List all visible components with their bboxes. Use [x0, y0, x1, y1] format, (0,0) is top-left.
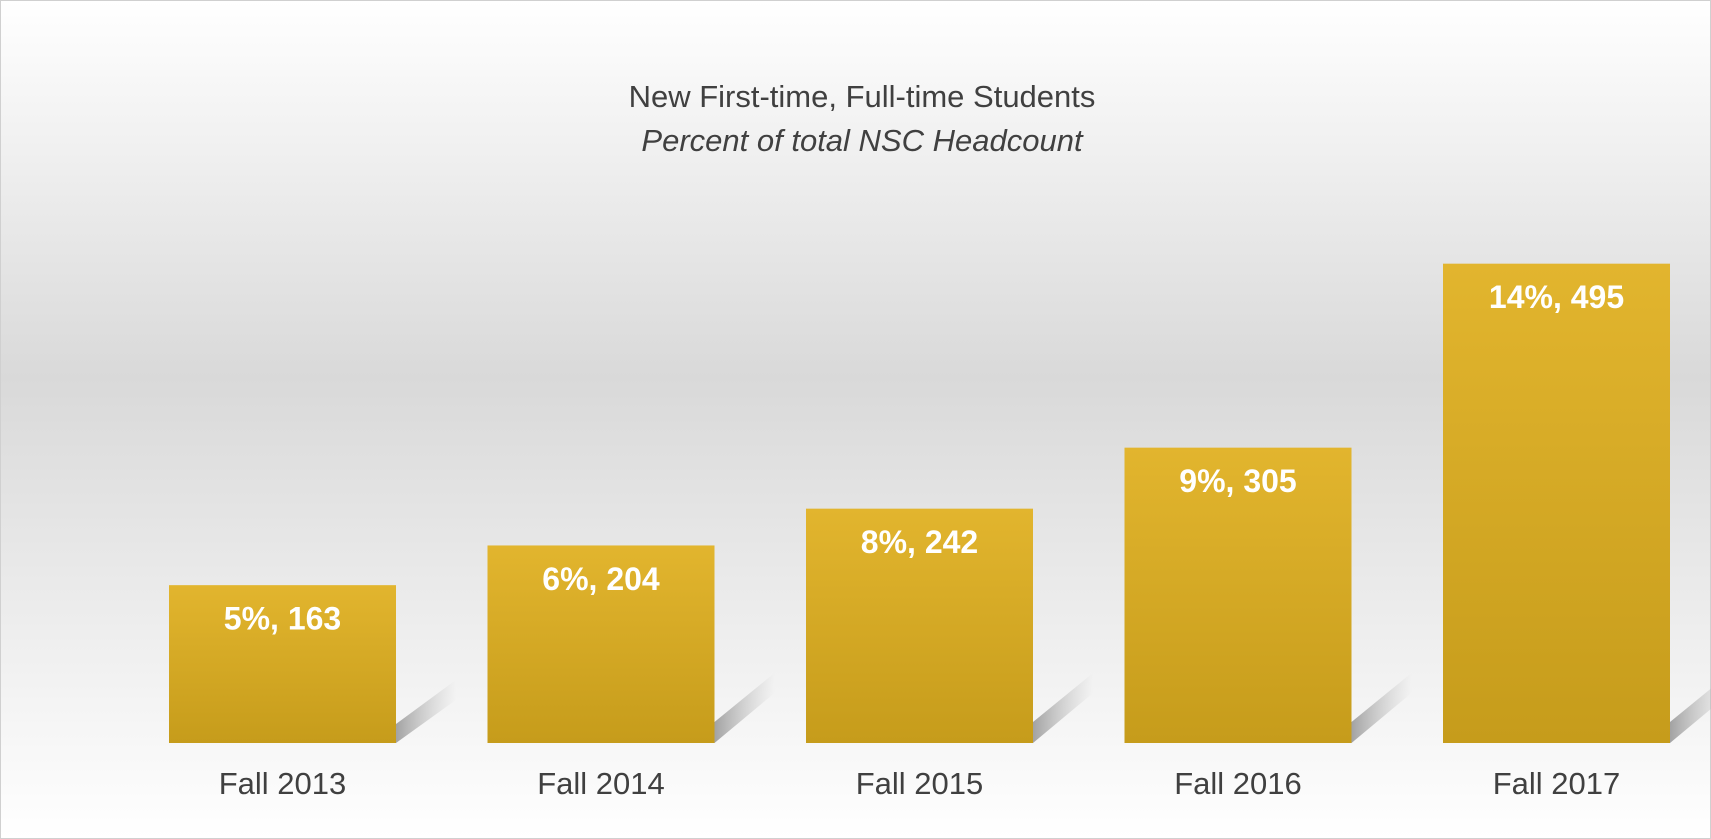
chart-subtitle: Percent of total NSC Headcount [641, 123, 1084, 158]
x-tick-label: Fall 2013 [219, 766, 347, 801]
data-label: 9%, 305 [1179, 463, 1296, 499]
x-tick-label: Fall 2015 [856, 766, 984, 801]
data-label: 5%, 163 [224, 601, 341, 637]
chart-title: New First-time, Full-time Students [629, 79, 1096, 114]
bar [169, 585, 396, 743]
bar-shadow [396, 679, 456, 743]
x-tick-label: Fall 2016 [1174, 766, 1302, 801]
x-tick-label: Fall 2017 [1493, 766, 1621, 801]
data-label: 8%, 242 [861, 524, 978, 560]
bar-shadow [1033, 673, 1093, 743]
bar [487, 545, 715, 743]
x-tick-label: Fall 2014 [537, 766, 665, 801]
bar [1124, 447, 1352, 743]
bar [806, 508, 1033, 743]
bar [1443, 263, 1670, 743]
data-label: 14%, 495 [1489, 279, 1624, 315]
data-label: 6%, 204 [542, 561, 660, 597]
bar-shadow [1670, 688, 1711, 743]
bar-shadow [714, 673, 775, 743]
bar-shadow [1351, 673, 1412, 743]
